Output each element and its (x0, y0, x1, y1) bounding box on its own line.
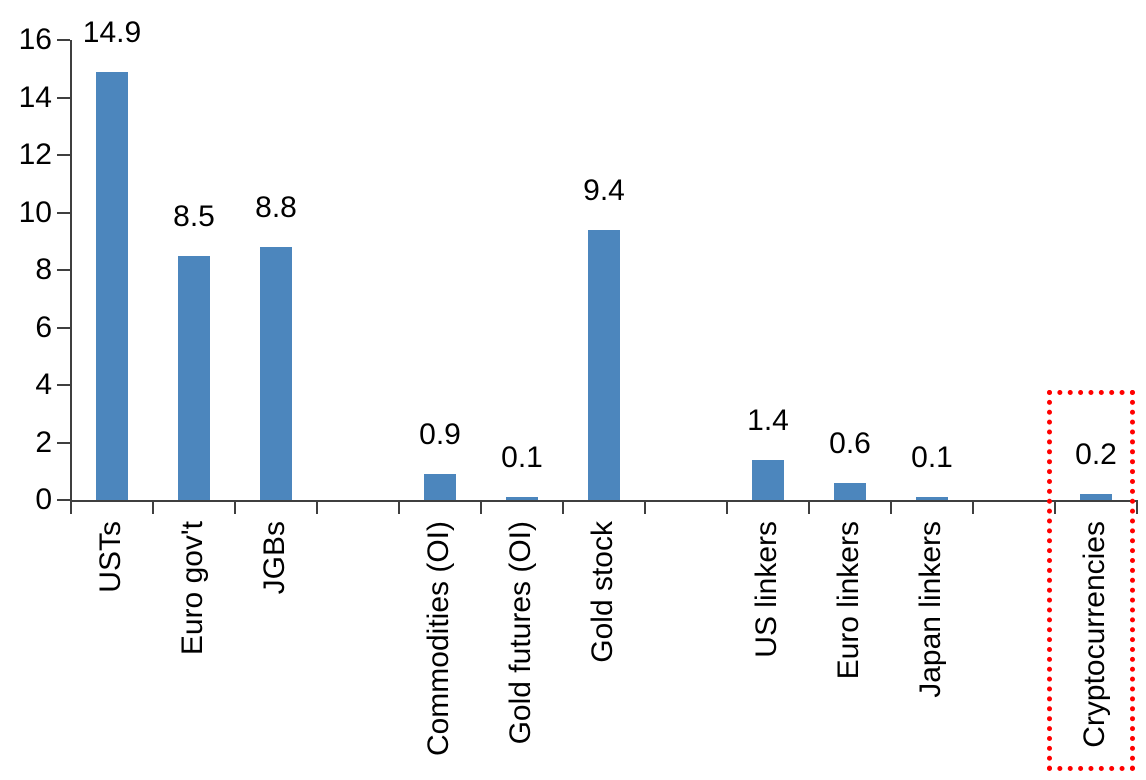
x-axis-tick (972, 500, 974, 514)
bar (588, 230, 620, 500)
y-tick-label: 16 (18, 23, 52, 56)
category-label-wrap: Commodities (OI) (398, 521, 480, 780)
bar-value-label: 1.4 (747, 404, 789, 437)
x-axis-tick (70, 500, 72, 514)
category-label: USTs (94, 521, 127, 593)
category-label-wrap: USTs (70, 521, 152, 780)
category-label-wrap: JGBs (234, 521, 316, 780)
category-label: Euro gov't (176, 521, 209, 656)
category-label-wrap: Japan linkers (890, 521, 972, 780)
y-tick-label: 2 (35, 426, 52, 459)
bar (96, 72, 128, 500)
y-axis-tick (57, 499, 70, 501)
y-tick-label: 10 (18, 196, 52, 229)
highlight-box (1047, 390, 1135, 771)
y-axis-tick (57, 442, 70, 444)
y-tick-label: 12 (18, 138, 52, 171)
y-axis-tick (57, 39, 70, 41)
bar (424, 474, 456, 500)
bar-value-label: 0.6 (829, 427, 871, 460)
y-tick-label: 4 (35, 368, 52, 401)
bar-value-label: 0.9 (419, 418, 461, 451)
y-axis-tick (57, 212, 70, 214)
y-axis-tick (57, 97, 70, 99)
bar (506, 497, 538, 500)
bar (834, 483, 866, 500)
bar-value-label: 0.2 (1075, 438, 1117, 471)
y-axis-tick (57, 384, 70, 386)
x-axis-tick (1136, 500, 1138, 514)
bar (1080, 494, 1112, 500)
category-label: Gold stock (586, 521, 619, 663)
bar (260, 247, 292, 500)
x-axis-tick (480, 500, 482, 514)
bar-value-label: 8.8 (255, 191, 297, 224)
category-label-wrap: Euro gov't (152, 521, 234, 780)
x-axis-tick (644, 500, 646, 514)
x-axis-tick (398, 500, 400, 514)
y-tick-label: 8 (35, 253, 52, 286)
x-axis-tick (808, 500, 810, 514)
y-tick-label: 6 (35, 311, 52, 344)
bar-value-label: 0.1 (911, 441, 953, 474)
bar (752, 460, 784, 500)
category-label-wrap: Gold futures (OI) (480, 521, 562, 780)
category-label: Commodities (OI) (422, 521, 455, 757)
category-label-wrap: Gold stock (562, 521, 644, 780)
x-axis-tick (316, 500, 318, 514)
category-label: Euro linkers (832, 521, 865, 680)
x-axis-tick (234, 500, 236, 514)
y-axis-tick (57, 154, 70, 156)
bar-value-label: 14.9 (82, 16, 142, 49)
bar-value-label: 8.5 (173, 200, 215, 233)
x-axis-tick (1054, 500, 1056, 514)
x-axis-tick (562, 500, 564, 514)
x-axis-line (70, 500, 1138, 502)
category-label: Japan linkers (914, 521, 947, 698)
y-axis-tick (57, 327, 70, 329)
bar (916, 497, 948, 500)
x-axis-tick (726, 500, 728, 514)
category-label-wrap: US linkers (726, 521, 808, 780)
x-axis-tick (152, 500, 154, 514)
y-tick-label: 0 (35, 483, 52, 516)
bar-value-label: 9.4 (583, 174, 625, 207)
category-label: Gold futures (OI) (504, 521, 537, 745)
category-label-wrap: Euro linkers (808, 521, 890, 780)
category-label: JGBs (258, 521, 291, 595)
y-tick-label: 14 (18, 81, 52, 114)
y-axis-line (70, 40, 72, 502)
bar-value-label: 0.1 (501, 441, 543, 474)
category-label: US linkers (750, 521, 783, 658)
x-axis-tick (890, 500, 892, 514)
bar (178, 256, 210, 500)
y-axis-tick (57, 269, 70, 271)
